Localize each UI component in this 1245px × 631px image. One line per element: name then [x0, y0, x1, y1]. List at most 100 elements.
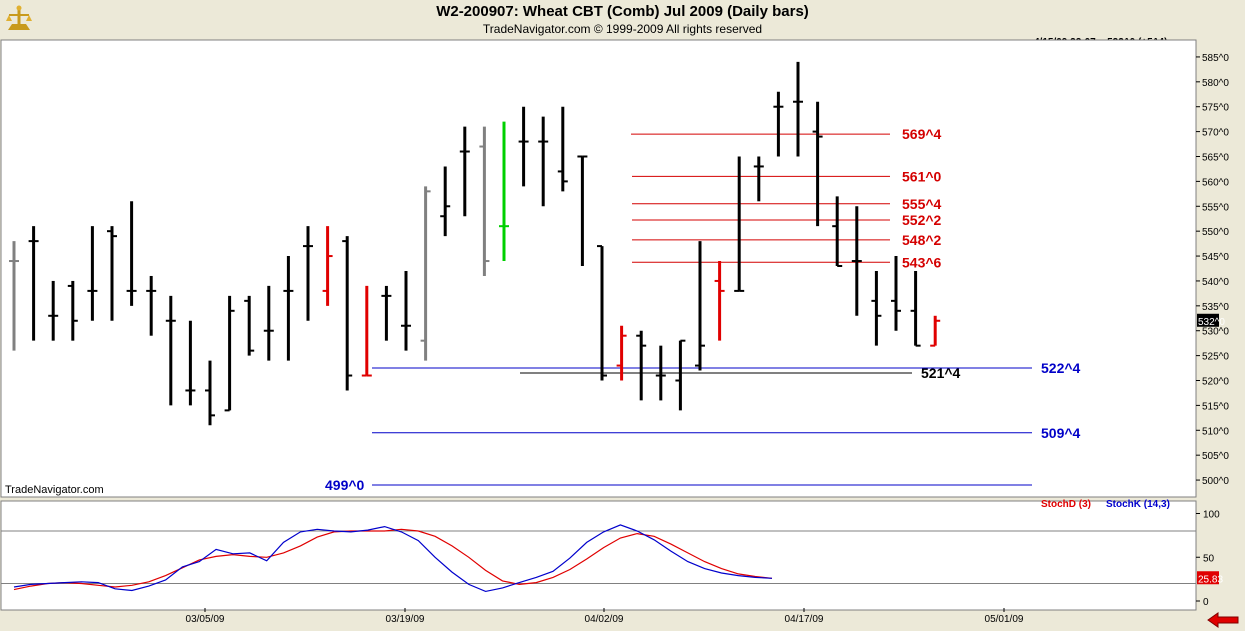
ohlc-bar [616, 325, 627, 381]
ohlc-bar [832, 196, 843, 268]
price-tick-label: 580^0 [1202, 78, 1229, 89]
last-price-flag [1197, 313, 1219, 327]
price-tick-label: 555^0 [1202, 202, 1229, 213]
ohlc-bar [734, 156, 745, 292]
date-tick-label: 03/19/09 [386, 614, 425, 625]
date-tick-label: 05/01/09 [985, 614, 1024, 625]
ohlc-bar [655, 345, 666, 401]
stoch-last-label: 25.83 [1198, 574, 1223, 585]
stoch-tick-label: 50 [1203, 553, 1215, 564]
ohlc-bar [48, 280, 59, 341]
tradenavigator-logo-icon [4, 4, 34, 34]
chart-title: W2-200907: Wheat CBT (Comb) Jul 2009 (Da… [436, 3, 809, 20]
ohlc-bars [9, 61, 941, 426]
ohlc-bar [322, 226, 333, 306]
ohlc-bar [107, 226, 117, 321]
price-tick-label: 545^0 [1202, 252, 1229, 263]
legend-stochk: StochK (14,3) [1106, 499, 1170, 510]
ohlc-bar [851, 206, 862, 316]
stoch-tick-label: 0 [1203, 597, 1209, 608]
date-tick-label: 04/02/09 [585, 614, 624, 625]
ohlc-bar [675, 339, 686, 411]
ohlc-bar [244, 295, 255, 356]
level-label: 522^4 [1041, 360, 1081, 376]
watermark: TradeNavigator.com [5, 484, 104, 496]
ohlc-bar [9, 241, 19, 351]
level-label: 555^4 [902, 196, 942, 212]
price-tick-label: 530^0 [1202, 327, 1229, 338]
ohlc-bar [67, 280, 78, 341]
price-tick-label: 575^0 [1202, 103, 1229, 114]
ohlc-bar [518, 106, 529, 187]
price-pane [0, 39, 1197, 498]
ohlc-bar [636, 330, 647, 401]
ohlc-bar [224, 295, 235, 412]
ohlc-bar [479, 126, 490, 276]
price-tick-label: 560^0 [1202, 177, 1229, 188]
ohlc-bar [871, 270, 882, 346]
ohlc-bar [303, 226, 313, 321]
date-tick-label: 03/05/09 [186, 614, 225, 625]
price-tick-label: 550^0 [1202, 227, 1229, 238]
chart-copyright: TradeNavigator.com © 1999-2009 All right… [482, 22, 763, 36]
date-tick-label: 04/17/09 [785, 614, 824, 625]
price-tick-label: 570^0 [1202, 128, 1229, 139]
ohlc-bar [401, 270, 411, 351]
stoch-series-line [13, 524, 773, 593]
price-tick-label: 505^0 [1202, 451, 1229, 462]
level-label: 499^0 [325, 477, 365, 493]
price-tick-label: 515^0 [1202, 401, 1229, 412]
ohlc-bar [597, 245, 607, 381]
level-label: 521^4 [921, 365, 961, 381]
date-axis: 03/05/09 03/19/09 04/02/09 04/17/09 05/01/09 [186, 608, 1024, 625]
ohlc-bar [126, 201, 137, 306]
ohlc-bar [440, 166, 451, 237]
level-label: 543^6 [902, 254, 942, 270]
ohlc-bar [891, 256, 901, 331]
ohlc-bar [930, 315, 941, 347]
ohlc-bar [185, 320, 196, 406]
ohlc-bar [381, 285, 392, 341]
ohlc-bar [695, 241, 705, 371]
price-tick-label: 510^0 [1202, 426, 1229, 437]
price-tick-label: 565^0 [1202, 152, 1229, 163]
ohlc-bar [361, 285, 372, 377]
ohlc-bar [773, 91, 784, 157]
ohlc-bar [577, 155, 588, 267]
price-tick-label: 520^0 [1202, 377, 1229, 388]
level-label: 561^0 [902, 168, 942, 184]
price-tick-label: 585^0 [1202, 53, 1229, 64]
ohlc-bar [28, 226, 39, 341]
stochastic-lines: 25.83 [13, 524, 1223, 593]
ohlc-bar [910, 270, 921, 347]
ohlc-bar [499, 121, 509, 262]
level-label: 509^4 [1041, 425, 1081, 441]
ohlc-bar [714, 261, 725, 341]
stoch-last-flag [1197, 571, 1219, 585]
ohlc-bar [342, 236, 353, 391]
price-tick-label: 525^0 [1202, 352, 1229, 363]
stochastic-legend: StochD (3) StochK (14,3) [1041, 499, 1170, 510]
stochastic-axis: 0 50 100 [1, 510, 1220, 608]
level-label: 552^2 [902, 212, 942, 228]
level-label: 548^2 [902, 232, 942, 248]
last-price-label: 532^0 [1198, 317, 1225, 328]
price-tick-label: 540^0 [1202, 277, 1229, 288]
ohlc-bar [146, 275, 157, 336]
legend-stochd: StochD (3) [1041, 499, 1091, 510]
ohlc-bar [165, 295, 176, 406]
ohlc-bar [793, 61, 803, 157]
ohlc-bar [812, 101, 823, 227]
level-label: 569^4 [902, 126, 942, 142]
ohlc-bar [205, 360, 215, 426]
price-tick-label: 500^0 [1202, 476, 1229, 487]
ohlc-bar [557, 106, 568, 192]
ohlc-bar [283, 256, 294, 361]
ohlc-bar [263, 285, 274, 361]
scroll-arrow-icon[interactable] [1207, 612, 1239, 628]
stoch-tick-label: 100 [1203, 510, 1220, 521]
ohlc-bar [420, 186, 431, 361]
stochastic-pane [0, 500, 1197, 611]
